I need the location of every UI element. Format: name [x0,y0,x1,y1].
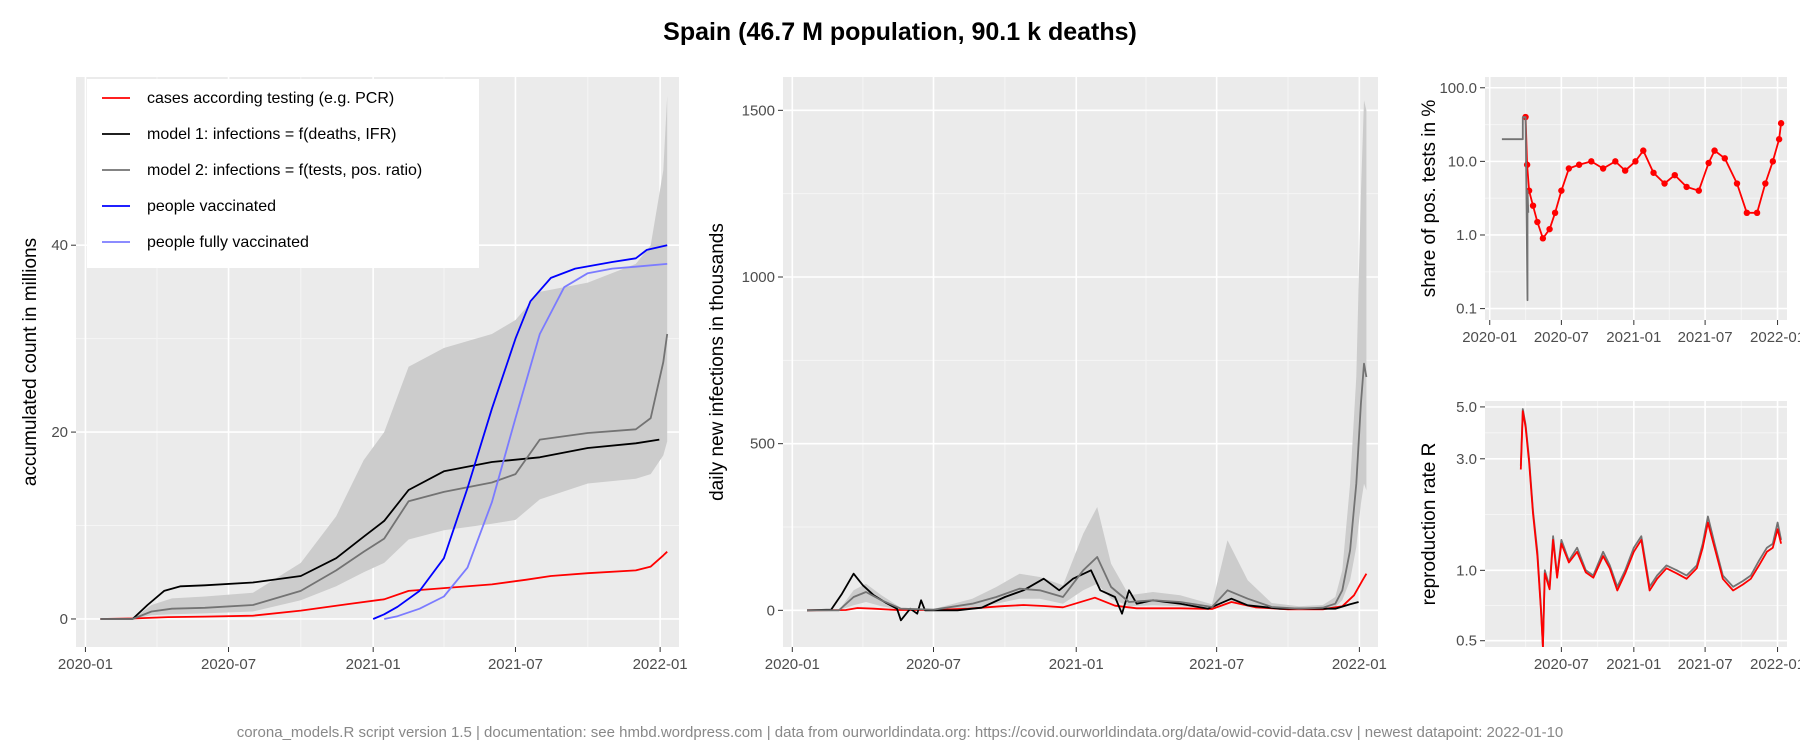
panel-daily: 2020-01 2020-07 2021-01 2021-07 2022-01 0 500 1… [707,77,1387,673]
data-point [1599,165,1607,172]
x-tick-label: 2022-01 [1750,656,1800,673]
y-tick-label: 20 [51,424,68,441]
y-tick-label: 100.0 [1439,80,1477,97]
data-point [1777,120,1785,127]
data-point [1753,209,1761,217]
y-tick-label: 0 [767,602,775,619]
y-axis-label: accumulated count in millions [20,238,41,486]
data-point [1546,225,1553,233]
legend-label: people fully vaccinated [147,234,309,251]
data-point [1612,158,1619,165]
series-line-1 [100,438,660,620]
data-point [1721,155,1728,162]
y-tick-label: 500 [750,436,775,453]
plot-area [806,100,1368,622]
y-axis-label: daily new infections in thousands [707,223,728,501]
panel-accumulated: 2020-01 2020-07 2021-01 2021-07 2022-01 0 20 40… [20,77,688,673]
x-tick-label: 2021-01 [346,656,401,673]
data-point [1695,187,1703,194]
y-tick-label: 1.0 [1456,227,1477,244]
y-tick-label: 0.5 [1456,633,1477,650]
data-point [1683,183,1690,191]
x-tick-label: 2021-01 [1606,329,1661,346]
series-line-1 [1501,116,1530,302]
chart-title: Spain (46.7 M population, 90.1 k deaths) [663,18,1137,46]
x-tick-label: 2022-01 [1332,656,1387,673]
y-tick-label: 40 [51,237,68,254]
y-tick-label: 5.0 [1456,399,1477,416]
x-tick-label: 2020-07 [1534,329,1589,346]
data-point [1671,171,1678,179]
data-point [1711,147,1718,154]
data-point [1575,161,1583,168]
uncertainty-band [100,95,668,619]
y-tick-label: 1.0 [1456,562,1477,579]
y-tick-label: 0 [60,611,68,628]
data-point [1621,167,1629,174]
x-tick-label: 2020-07 [1534,656,1589,673]
legend: cases according testing (e.g. PCR) model … [87,79,479,268]
data-point [1743,209,1751,217]
x-tick-label: 2020-07 [906,656,961,673]
x-tick-label: 2022-01 [633,656,688,673]
y-tick-label: 10.0 [1448,153,1477,170]
data-point [1650,169,1657,176]
x-tick-label: 2021-07 [488,656,543,673]
plot-area [1501,113,1785,302]
x-tick-label: 2020-01 [58,656,113,673]
y-axis-label: reproduction rate R [1419,443,1440,606]
legend-label: model 2: infections = f(tests, pos. rati… [147,162,422,179]
series-line-1 [1519,410,1782,647]
plot-area [1519,408,1782,647]
data-point [1775,136,1783,143]
data-point [1733,180,1741,187]
series-line-0 [100,551,668,620]
x-tick-label: 2020-01 [765,656,820,673]
y-tick-label: 0.1 [1456,301,1477,318]
y-tick-label: 1000 [742,269,775,286]
data-point [1705,159,1712,167]
data-point [1588,158,1595,165]
series-line-2 [100,333,669,620]
legend-label: cases according testing (e.g. PCR) [147,90,394,107]
x-tick-label: 2021-01 [1606,656,1661,673]
data-point [1632,158,1639,165]
data-point [1558,187,1565,194]
data-point [1551,209,1559,217]
x-tick-label: 2021-07 [1678,329,1733,346]
data-point [1523,161,1531,168]
data-point [1565,165,1573,172]
x-tick-label: 2020-07 [201,656,256,673]
legend-box [87,79,479,268]
x-tick-label: 2022-01 [1750,329,1800,346]
caption: corona_models.R script version 1.5 | doc… [236,724,1564,741]
data-point [1529,202,1537,209]
panel-reproduction: 2020-07 2021-01 2021-07 2022-01 0.5 1.0 3.0 5.0… [1419,399,1800,673]
y-tick-label: 1500 [742,102,775,119]
data-point [1539,235,1547,242]
series-line-2 [807,362,1368,612]
data-point [1661,180,1668,187]
data-point [1762,180,1769,187]
x-tick-label: 2020-01 [1462,329,1517,346]
legend-label: model 1: infections = f(deaths, IFR) [147,126,396,143]
data-point [1769,158,1777,165]
series-line-4 [384,263,668,620]
y-tick-label: 3.0 [1456,451,1477,468]
x-tick-label: 2021-01 [1049,656,1104,673]
legend-label: people vaccinated [147,198,276,215]
data-point [1640,147,1647,154]
x-tick-label: 2021-07 [1189,656,1244,673]
y-axis-label: share of pos. tests in % [1419,100,1440,298]
series-line-3 [372,244,668,620]
data-point [1534,218,1541,226]
panel-positive_share: 2020-01 2020-07 2021-01 2021-07 2022-01 0.1 1.… [1419,77,1800,346]
x-tick-label: 2021-07 [1678,656,1733,673]
plot-area [100,95,669,620]
